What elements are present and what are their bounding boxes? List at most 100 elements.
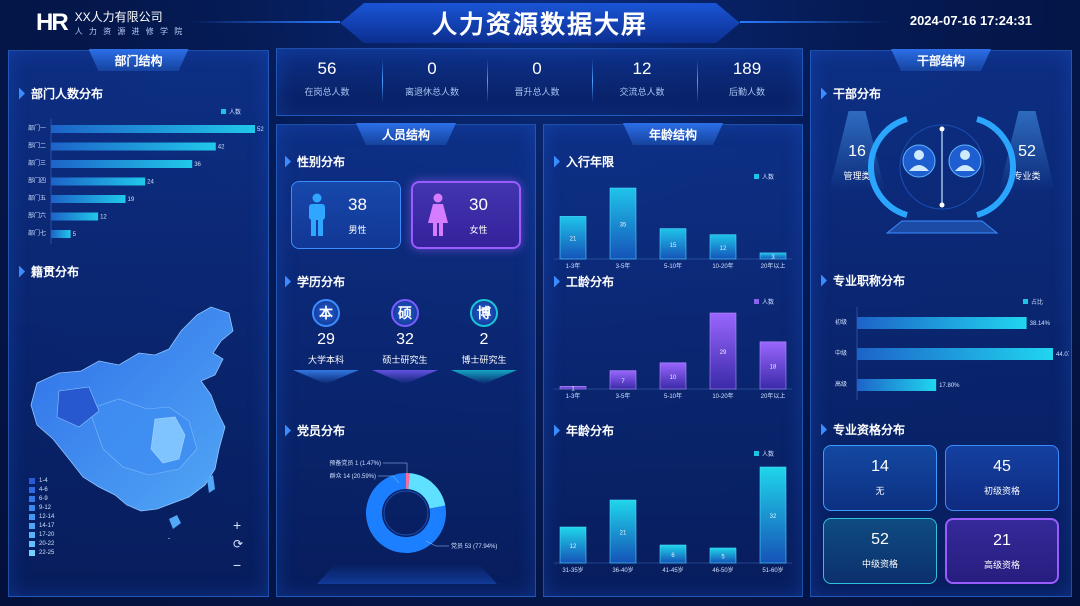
bar-category-label: 3-5年: [616, 262, 631, 270]
dept-category-label: 部门五: [28, 194, 46, 202]
legend-swatch: [754, 299, 759, 304]
donut-slice: [407, 473, 446, 510]
map-legend: 1-4 4-6 6-9 9-12 12-14 14-17 17-20 20-22 22-25: [29, 476, 54, 557]
stat-value: 189: [732, 59, 762, 78]
map-legend-swatch: [29, 504, 35, 511]
section-label: 部门人数分布: [31, 87, 104, 101]
section-label: 党员分布: [297, 424, 346, 438]
title-legend: 占比: [1023, 297, 1043, 306]
chart-bar: [759, 341, 787, 390]
donut-pedestal: [317, 564, 497, 584]
bar-value-label: 12: [570, 544, 577, 550]
education-badge-icon: 硕: [391, 299, 419, 327]
chart-bar: [609, 499, 637, 564]
ring-arc-right: [976, 116, 1016, 218]
bar-category-label: 5-10年: [664, 392, 682, 400]
chart-bar: [609, 187, 637, 260]
map-legend-swatch: [29, 531, 35, 538]
legend-label: 占比: [1031, 300, 1044, 306]
education-pedestal: [451, 370, 517, 384]
legend-label: 人数: [762, 452, 775, 458]
bar-category-label: 31-35岁: [562, 566, 583, 574]
bar-value-label: 5: [721, 555, 725, 561]
chart-bar: [759, 466, 787, 564]
dept-value-label: 12: [100, 215, 107, 221]
section-party: 党员分布: [285, 422, 345, 439]
dept-value-label: 42: [218, 145, 225, 151]
education-label: 硕士研究生: [382, 355, 428, 365]
china-map[interactable]: [19, 299, 259, 539]
stat-value: 0: [532, 59, 542, 78]
dept-category-label: 部门四: [28, 177, 46, 185]
title-bar: [857, 348, 1053, 360]
qualification-label: 高级资格: [983, 560, 1020, 570]
bar-value-label: 32: [770, 514, 777, 520]
stat-value: 12: [632, 59, 652, 78]
stats-bar: 56 在岗总人数 0 离退休总人数 0 晋升总人数 12 交流总人数 189 后勤人数: [276, 48, 803, 116]
personnel-structure-panel: 人员结构 性别分布 38 男性 30 女性 学历分布: [276, 123, 536, 597]
dept-category-label: 部门三: [28, 159, 46, 167]
chart-bar: [759, 252, 787, 260]
section-label: 干部分布: [833, 87, 882, 101]
map-zoom-out-button[interactable]: −: [233, 557, 242, 573]
education-item: 博 2 博士研究生: [449, 299, 519, 384]
map-legend-swatch: [29, 477, 35, 484]
map-legend-label: 12-14: [39, 513, 55, 520]
title-bar: [857, 379, 937, 391]
map-legend-label: 17-20: [39, 531, 55, 538]
map-zoom-in-button[interactable]: +: [233, 517, 242, 533]
map-legend-item: 4-6: [29, 485, 54, 494]
bar-category-label: 46-50岁: [712, 566, 733, 574]
section-marker-icon: [554, 424, 560, 437]
bar-value-label: 1: [571, 387, 575, 393]
map-reset-button[interactable]: ⟳: [233, 537, 244, 551]
section-native-distribution: 籍贯分布: [19, 263, 79, 280]
donut-slice: [366, 473, 446, 553]
legend-label: 人数: [762, 175, 775, 181]
bar-value-label: 3: [771, 255, 775, 261]
education-count: 2: [479, 331, 489, 348]
map-legend-item: 22-25: [29, 548, 54, 557]
section-age: 年龄分布: [554, 422, 614, 439]
mgmt-count: 16: [848, 143, 866, 160]
panel-title-personnel: 人员结构: [355, 123, 457, 145]
map-legend-item: 12-14: [29, 512, 54, 521]
ring-inner: [899, 124, 985, 210]
dept-category-label: 部门二: [28, 142, 46, 150]
map-legend-item: 20-22: [29, 539, 54, 548]
bar-value-label: 35: [620, 223, 627, 229]
dept-legend: 人数: [221, 107, 241, 116]
education-item: 硕 32 硕士研究生: [370, 299, 440, 384]
male-count: 38: [348, 194, 367, 214]
title-category-label: 初级: [835, 318, 847, 326]
male-icon: [309, 193, 325, 236]
map-legend-label: 20-22: [39, 540, 55, 547]
bar-value-label: 18: [770, 364, 777, 370]
chart-bar: [709, 312, 737, 390]
section-marker-icon: [285, 424, 291, 437]
dept-bar: [51, 125, 255, 133]
section-marker-icon: [821, 423, 827, 436]
map-legend-label: 6-9: [39, 495, 48, 502]
bar-value-label: 10: [670, 375, 677, 381]
map-legend-label: 4-6: [39, 486, 48, 493]
education-label: 大学本科: [307, 355, 344, 365]
panel-title-dept: 部门结构: [88, 49, 189, 71]
bar-category-label: 10-20年: [712, 262, 733, 270]
map-legend-swatch: [29, 522, 35, 529]
stat-value: 0: [427, 59, 437, 78]
work-legend: 人数: [754, 297, 774, 306]
map-legend-swatch: [29, 486, 35, 493]
title-value-label: 44.07%: [1056, 352, 1069, 358]
panel-title-cadre: 干部结构: [890, 49, 992, 71]
dept-bar: [51, 230, 71, 238]
stat-label: 晋升总人数: [514, 87, 560, 97]
bar-category-label: 51-60岁: [762, 566, 783, 574]
female-count: 30: [469, 194, 488, 214]
age-legend: 人数: [754, 449, 774, 458]
section-label: 学历分布: [297, 275, 346, 289]
map-south-sea-islands: [168, 538, 170, 539]
work-years-bar-chart: 11-3年 7 3-5年 10 5-10年 29 10-20年 18 20年以上: [554, 312, 792, 400]
donut-label: 党员 53 (77.94%): [451, 542, 497, 550]
